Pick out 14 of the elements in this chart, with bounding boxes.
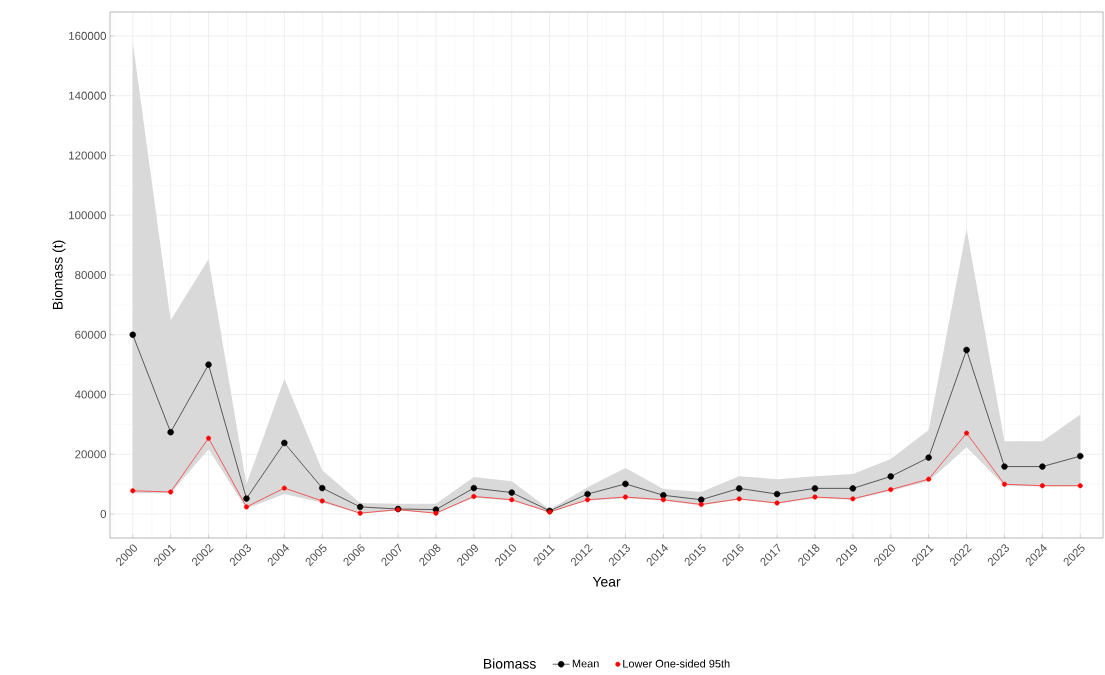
y-axis-title: Biomass (t) bbox=[52, 240, 66, 310]
legend-label: Mean bbox=[572, 659, 599, 668]
y-tick-label: 80000 bbox=[75, 270, 107, 280]
y-tick-label: 40000 bbox=[74, 390, 107, 399]
y-tick-label: 140000 bbox=[69, 91, 107, 100]
y-tick-label: 100000 bbox=[69, 211, 107, 220]
y-tick-label: 60000 bbox=[75, 330, 107, 339]
y-tick-label: 20000 bbox=[75, 450, 107, 459]
legend-label: Lower One-sided 95th bbox=[623, 659, 730, 668]
legend-title: Biomass bbox=[484, 658, 536, 669]
x-axis-title: Year bbox=[592, 576, 621, 587]
y-tick-label: 0 bbox=[100, 510, 107, 519]
y-tick-label: 160000 bbox=[69, 31, 107, 40]
y-tick-label: 120000 bbox=[69, 151, 107, 160]
